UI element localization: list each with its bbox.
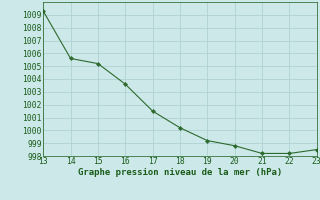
- X-axis label: Graphe pression niveau de la mer (hPa): Graphe pression niveau de la mer (hPa): [78, 168, 282, 177]
